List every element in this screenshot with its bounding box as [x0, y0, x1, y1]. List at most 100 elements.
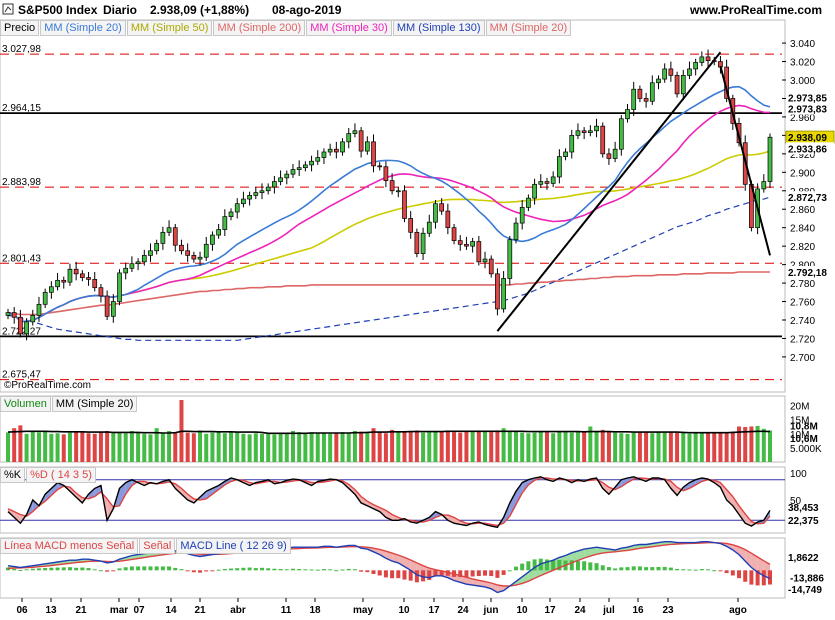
- volume-bar: [526, 433, 531, 462]
- candle-body: [693, 62, 699, 70]
- volume-value: 10,8M: [790, 422, 818, 433]
- volume-bar: [154, 428, 159, 462]
- macd-histogram-bar: [526, 561, 531, 571]
- stoch-tick-label: 100: [790, 469, 807, 480]
- candle-body: [210, 234, 215, 245]
- candle-body: [265, 186, 271, 192]
- macd-histogram-bar: [675, 568, 680, 571]
- volume-bar: [383, 433, 388, 462]
- candle-body: [340, 141, 345, 153]
- stoch-fill: [69, 487, 77, 498]
- volume-bar: [303, 433, 308, 462]
- candle-body: [495, 273, 500, 310]
- stoch-fill: [739, 505, 746, 524]
- volume-bar: [569, 432, 574, 462]
- macd-histogram-bar: [650, 567, 655, 571]
- legend-item[interactable]: MM (Simple 20): [51, 396, 138, 412]
- candle-body: [24, 321, 29, 335]
- macd-histogram-bar: [743, 570, 748, 582]
- volume-bar: [198, 430, 203, 462]
- volume-bar: [167, 431, 172, 462]
- macd-histogram-bar: [328, 569, 333, 571]
- stoch-fill: [32, 500, 39, 512]
- volume-bar: [514, 431, 518, 462]
- legend-item[interactable]: MACD Line ( 12 26 9): [176, 538, 291, 554]
- period-label[interactable]: Diario: [103, 3, 138, 17]
- stoch-k-line: [7, 476, 771, 529]
- volume-bar: [49, 433, 54, 462]
- symbol-icon[interactable]: [2, 3, 14, 18]
- x-tick-label: mar: [110, 605, 128, 616]
- legend-item[interactable]: Señal: [139, 538, 176, 554]
- level-label: 2.883,98: [2, 177, 41, 188]
- volume-bar: [36, 432, 41, 462]
- macd-histogram-bar: [687, 569, 692, 571]
- x-tick-label: 24: [574, 605, 586, 616]
- ma20-line: [7, 85, 771, 323]
- watermark: ©ProRealTime.com: [4, 380, 91, 391]
- x-tick-label: jun: [483, 605, 499, 616]
- legend-item[interactable]: MM (Simple 20): [40, 20, 126, 36]
- macd-histogram-bar: [365, 570, 370, 573]
- candle-body: [333, 148, 339, 153]
- macd-fill: [466, 577, 473, 586]
- candle-body: [49, 286, 54, 293]
- legend-item[interactable]: MM (Simple 30): [306, 20, 392, 36]
- candle-body: [11, 312, 17, 318]
- value-badge-label: 2.792,18: [788, 268, 827, 279]
- macd-histogram-bar: [235, 568, 240, 571]
- volume-tick-label: 5.000K: [790, 444, 822, 455]
- value-badge-label: 2.872,73: [788, 193, 827, 204]
- legend-item[interactable]: MM (Simple 20): [485, 20, 572, 36]
- legend-item[interactable]: %K: [0, 467, 26, 483]
- legend-item[interactable]: Volumen: [0, 396, 51, 412]
- macd-histogram-bar: [613, 568, 618, 571]
- macd-histogram-bar: [315, 569, 320, 571]
- level-label: 2.964,15: [2, 103, 41, 114]
- legend-item[interactable]: %D ( 14 3 5): [26, 467, 96, 483]
- candle-body: [247, 195, 252, 200]
- candle-body: [519, 207, 525, 224]
- candle-body: [575, 130, 581, 136]
- volume-bar: [210, 432, 215, 462]
- macd-histogram-bar: [402, 570, 407, 580]
- x-tick-label: jul: [602, 605, 615, 616]
- trendline-up: [496, 51, 722, 332]
- legend-item[interactable]: Línea MACD menos Señal: [0, 538, 139, 554]
- candle-body: [395, 190, 401, 193]
- stoch-fill: [187, 494, 194, 503]
- candle-body: [433, 203, 438, 223]
- value-badge-label: 2.933,86: [788, 144, 827, 155]
- candle-body: [36, 303, 42, 316]
- ma200-line: [7, 271, 770, 316]
- macd-histogram-bar: [36, 568, 41, 571]
- macd-histogram-bar: [86, 568, 91, 571]
- macd-histogram-bar: [414, 570, 419, 583]
- macd-histogram-bar: [61, 567, 66, 571]
- volume-bar: [730, 431, 735, 462]
- volume-bar: [699, 432, 704, 462]
- macd-histogram-bar: [619, 567, 624, 571]
- volume-bar: [260, 433, 264, 462]
- volume-bar: [284, 433, 289, 462]
- legend-item[interactable]: MM (Simple 130): [392, 20, 485, 36]
- stoch-fill: [181, 488, 188, 500]
- volume-bar: [501, 428, 506, 462]
- volume-bar: [743, 427, 748, 462]
- candle-body: [352, 130, 358, 134]
- legend-item[interactable]: MM (Simple 200): [213, 20, 306, 36]
- legend-item[interactable]: MM (Simple 50): [126, 20, 213, 36]
- candle-body: [216, 229, 221, 236]
- macd-histogram-bar: [718, 570, 723, 572]
- macd-histogram-bar: [179, 569, 184, 571]
- stoch-fill: [689, 479, 696, 489]
- macd-histogram-bar: [6, 567, 10, 571]
- volume-bar: [600, 429, 605, 462]
- symbol-name[interactable]: S&P500 Index: [18, 3, 98, 17]
- macd-histogram-bar: [334, 570, 339, 572]
- candle-body: [439, 203, 445, 212]
- stoch-fill: [732, 496, 740, 515]
- legend-item[interactable]: Precio: [0, 20, 40, 36]
- candle-body: [30, 315, 36, 323]
